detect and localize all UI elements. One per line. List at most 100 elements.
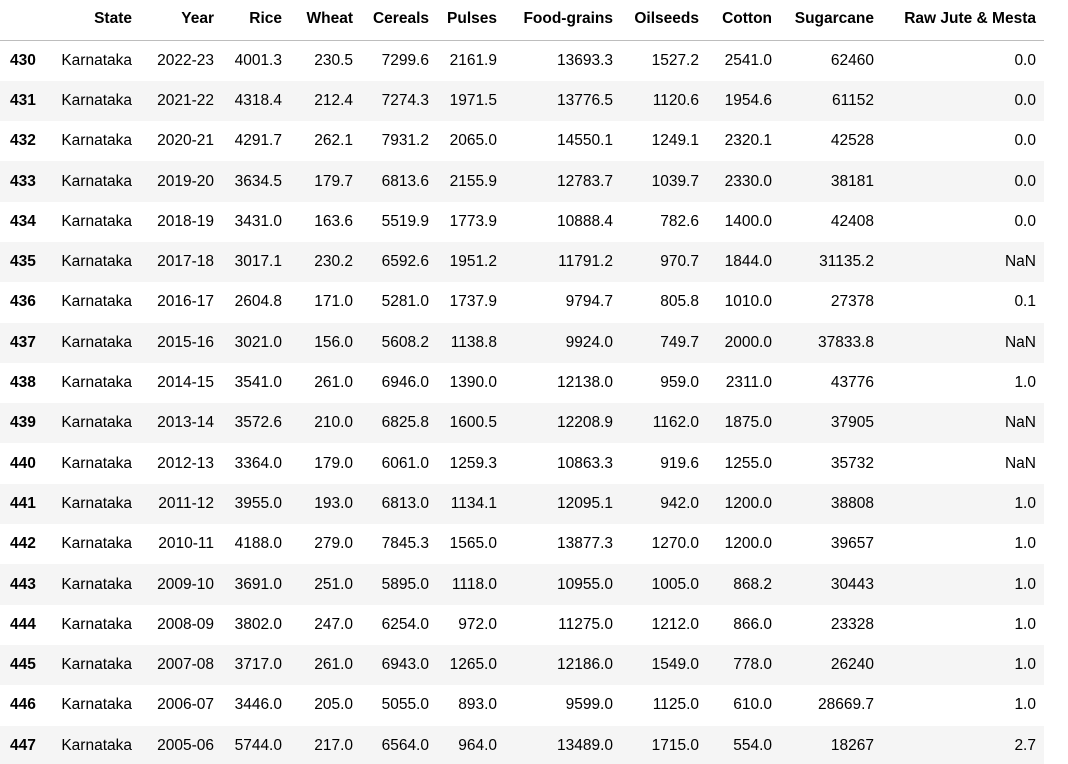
cell-rice: 3017.1 [234,253,282,271]
table-row: 440 Karnataka 2012-13 3364.0 179.0 6061.0 1259… [0,443,1044,484]
cell-cotton: 1844.0 [724,253,772,271]
cell-state: Karnataka [61,51,132,69]
cell-state: Karnataka [61,454,132,472]
cell-rice: 5744.0 [234,736,282,754]
index-header [0,0,48,41]
cell-state: Karnataka [61,575,132,593]
cell-oilseeds: 1527.2 [651,51,699,69]
cell-cereals: 6813.0 [381,494,429,512]
row-index: 443 [10,575,36,593]
column-header-cotton: Cotton [707,0,780,41]
cell-year: 2021-22 [157,91,214,109]
cell-state: Karnataka [61,333,132,351]
cell-oilseeds: 919.6 [660,454,699,472]
cell-cereals: 7299.6 [381,51,429,69]
cell-pulses: 1138.8 [450,333,497,351]
cell-cotton: 2541.0 [724,51,772,69]
cell-wheat: 247.0 [314,615,353,633]
cell-wheat: 251.0 [314,575,353,593]
cell-rice: 3802.0 [234,615,282,633]
cell-food-grains: 14550.1 [556,132,613,150]
cell-oilseeds: 1125.0 [652,696,699,714]
cell-wheat: 179.7 [314,172,353,190]
cell-cotton: 778.0 [733,656,772,674]
cell-year: 2017-18 [157,253,214,271]
cell-rice: 3572.6 [234,414,282,432]
cell-cotton: 2000.0 [724,333,772,351]
row-index: 433 [10,172,36,190]
cell-cereals: 7274.3 [381,91,429,109]
header-row: State Year Rice Wheat Cereals Pulses Foo… [0,0,1044,41]
table-row: 439 Karnataka 2013-14 3572.6 210.0 6825.8 1600… [0,403,1044,444]
cell-wheat: 217.0 [314,736,353,754]
cell-wheat: 230.2 [314,253,353,271]
table-row: 443 Karnataka 2009-10 3691.0 251.0 5895.0 1118… [0,564,1044,605]
cell-pulses: 1971.5 [449,91,497,109]
cell-state: Karnataka [61,414,132,432]
cell-oilseeds: 1039.7 [651,172,699,190]
table-row: 434 Karnataka 2018-19 3431.0 163.6 5519.9 1773… [0,201,1044,242]
column-header-food-grains: Food-grains [505,0,621,41]
cell-rice: 3634.5 [234,172,282,190]
cell-rice: 3717.0 [234,656,282,674]
table-row: 445 Karnataka 2007-08 3717.0 261.0 6943.0 1265… [0,644,1044,686]
cell-state: Karnataka [61,656,132,674]
cell-food-grains: 10888.4 [556,212,613,230]
cell-food-grains: 13489.0 [556,736,613,754]
cell-cereals: 7845.3 [381,535,429,553]
cell-sugarcane: 31135.2 [819,253,874,271]
cell-cereals: 6813.6 [381,172,429,190]
row-index: 446 [10,696,36,714]
cell-oilseeds: 1715.0 [651,736,699,754]
cell-state: Karnataka [61,132,132,150]
cell-pulses: 1600.5 [449,414,497,432]
cell-cotton: 868.2 [733,575,772,593]
cell-food-grains: 12095.1 [556,494,613,512]
cell-raw-jute-mesta: NaN [1004,253,1036,271]
row-index: 444 [10,615,36,633]
cell-food-grains: 13776.5 [556,91,613,109]
cell-raw-jute-mesta: 1.0 [1014,575,1036,593]
cell-food-grains: 13877.3 [556,535,613,553]
row-index: 442 [10,535,36,553]
cell-cotton: 610.0 [733,696,772,714]
table-row: 436 Karnataka 2016-17 2604.8 171.0 5281.0 1737… [0,282,1044,323]
cell-pulses: 1118.0 [451,575,497,593]
cell-oilseeds: 1249.1 [651,132,699,150]
cell-food-grains: 9924.0 [565,333,613,351]
cell-wheat: 212.4 [314,91,353,109]
cell-raw-jute-mesta: 1.0 [1014,656,1036,674]
cell-year: 2013-14 [157,414,214,432]
cell-pulses: 1565.0 [449,535,497,553]
column-header-rice: Rice [222,0,290,41]
cell-wheat: 210.0 [314,414,353,432]
cell-oilseeds: 782.6 [660,212,699,230]
cell-year: 2006-07 [157,696,214,714]
cell-food-grains: 11791.2 [558,253,613,271]
cell-rice: 3955.0 [234,494,282,512]
cell-wheat: 261.0 [314,656,353,674]
cell-cotton: 866.0 [733,615,772,633]
column-header-cereals: Cereals [361,0,437,41]
cell-cereals: 6564.0 [381,736,429,754]
cell-cotton: 2311.0 [725,374,772,392]
cell-state: Karnataka [61,91,132,109]
column-header-raw-jute-mesta: Raw Jute & Mesta [882,0,1044,41]
cell-year: 2008-09 [157,615,214,633]
cell-wheat: 261.0 [314,374,353,392]
cell-cereals: 6946.0 [381,374,429,392]
cell-pulses: 893.0 [458,696,497,714]
cell-state: Karnataka [61,696,132,714]
cell-sugarcane: 37833.8 [817,333,874,351]
cell-raw-jute-mesta: 1.0 [1014,535,1036,553]
table-row: 433 Karnataka 2019-20 3634.5 179.7 6813.6 2155… [0,161,1044,202]
cell-rice: 4291.7 [234,132,282,150]
cell-pulses: 1390.0 [449,374,497,392]
cell-food-grains: 10863.3 [556,454,613,472]
cell-wheat: 262.1 [314,132,353,150]
row-index: 440 [10,454,36,472]
cell-oilseeds: 749.7 [660,333,699,351]
cell-year: 2014-15 [157,374,214,392]
cell-sugarcane: 18267 [830,736,874,754]
